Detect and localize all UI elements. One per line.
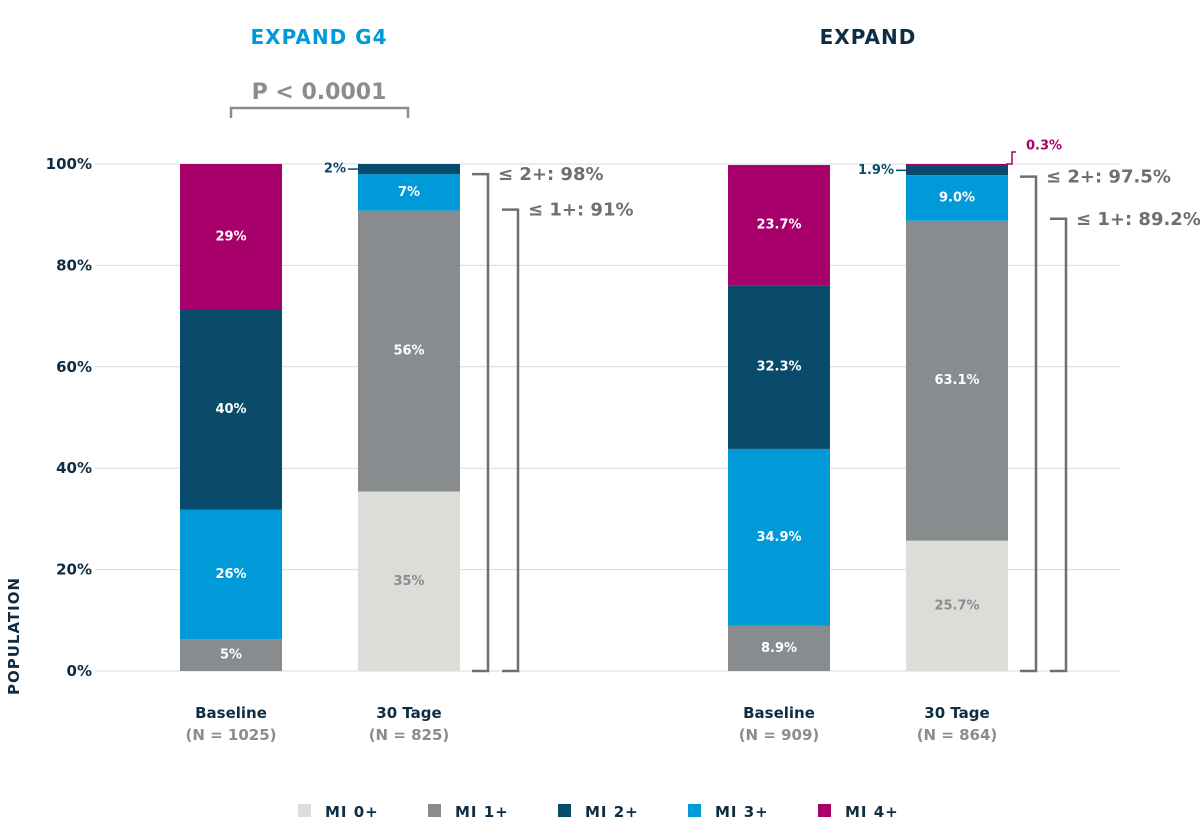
y-tick-label: 100%	[46, 155, 92, 173]
y-tick-label: 80%	[56, 256, 92, 274]
data-label: 26%	[215, 567, 246, 582]
bar-segment	[180, 309, 282, 510]
data-label: 23.7%	[756, 218, 801, 233]
data-label: 32.3%	[756, 360, 801, 375]
bracket-label: ≤ 2+: 98%	[498, 164, 604, 185]
data-label: 0.3%	[1026, 139, 1062, 154]
bar-segment	[906, 165, 1008, 176]
category-label: Baseline	[743, 704, 815, 722]
bar-segment	[906, 540, 1008, 671]
bar-segment	[728, 165, 830, 286]
data-label: 5%	[220, 648, 242, 663]
bar-segment	[728, 285, 830, 449]
bar-segment	[358, 491, 460, 671]
data-label: 34.9%	[756, 530, 801, 545]
bar-segment	[180, 639, 282, 671]
bracket	[1020, 175, 1038, 673]
data-label: 40%	[215, 402, 246, 417]
category-label: Baseline	[195, 704, 267, 722]
bar-segment	[180, 164, 282, 310]
category-label: 30 Tage	[924, 704, 989, 722]
bar-segment	[728, 448, 830, 626]
data-label: 35%	[393, 574, 424, 589]
bar-segment	[180, 509, 282, 640]
bar-segment	[906, 220, 1008, 541]
bar-segment	[728, 625, 830, 671]
bar-segment	[906, 175, 1008, 221]
panel-title: EXPAND	[820, 25, 917, 49]
data-label: 7%	[398, 185, 420, 200]
y-tick-label: 0%	[67, 662, 92, 680]
bracket	[1050, 217, 1068, 673]
legend-swatch	[558, 804, 571, 817]
category-n-label: (N = 1025)	[185, 726, 276, 744]
legend-label: MI 2+	[585, 803, 639, 821]
legend-swatch	[688, 804, 701, 817]
bracket-label: ≤ 1+: 89.2%	[1076, 209, 1200, 230]
data-label: 1.9%	[858, 163, 894, 178]
legend-swatch	[428, 804, 441, 817]
category-n-label: (N = 909)	[739, 726, 820, 744]
bracket	[502, 208, 520, 673]
y-axis-label: POPULATION	[5, 577, 23, 695]
p-value-label: P < 0.0001	[252, 80, 387, 105]
data-label: 2%	[324, 162, 346, 177]
p-value-bracket	[229, 106, 410, 118]
bar-segment	[358, 210, 460, 492]
category-label: 30 Tage	[376, 704, 441, 722]
data-label: 29%	[215, 229, 246, 244]
bar-segment	[906, 164, 1008, 166]
legend-label: MI 4+	[845, 803, 899, 821]
data-label: 8.9%	[761, 641, 797, 656]
bracket-label: ≤ 2+: 97.5%	[1046, 167, 1171, 188]
bracket-label: ≤ 1+: 91%	[528, 200, 634, 221]
data-label: 9.0%	[939, 190, 975, 205]
data-label: 25.7%	[934, 598, 979, 613]
legend-swatch	[298, 804, 311, 817]
category-n-label: (N = 825)	[369, 726, 450, 744]
bar-segment	[358, 164, 460, 175]
data-label: 63.1%	[934, 373, 979, 388]
y-tick-label: 20%	[56, 561, 92, 579]
legend-label: MI 0+	[325, 803, 379, 821]
legend-label: MI 3+	[715, 803, 769, 821]
callout-line	[1006, 151, 1016, 165]
panel-title: EXPAND G4	[250, 25, 387, 49]
data-label: 56%	[393, 344, 424, 359]
y-tick-label: 40%	[56, 459, 92, 477]
y-tick-label: 60%	[56, 358, 92, 376]
category-n-label: (N = 864)	[917, 726, 998, 744]
bar-segment	[358, 174, 460, 211]
legend-swatch	[818, 804, 831, 817]
bracket	[472, 172, 490, 673]
legend-label: MI 1+	[455, 803, 509, 821]
